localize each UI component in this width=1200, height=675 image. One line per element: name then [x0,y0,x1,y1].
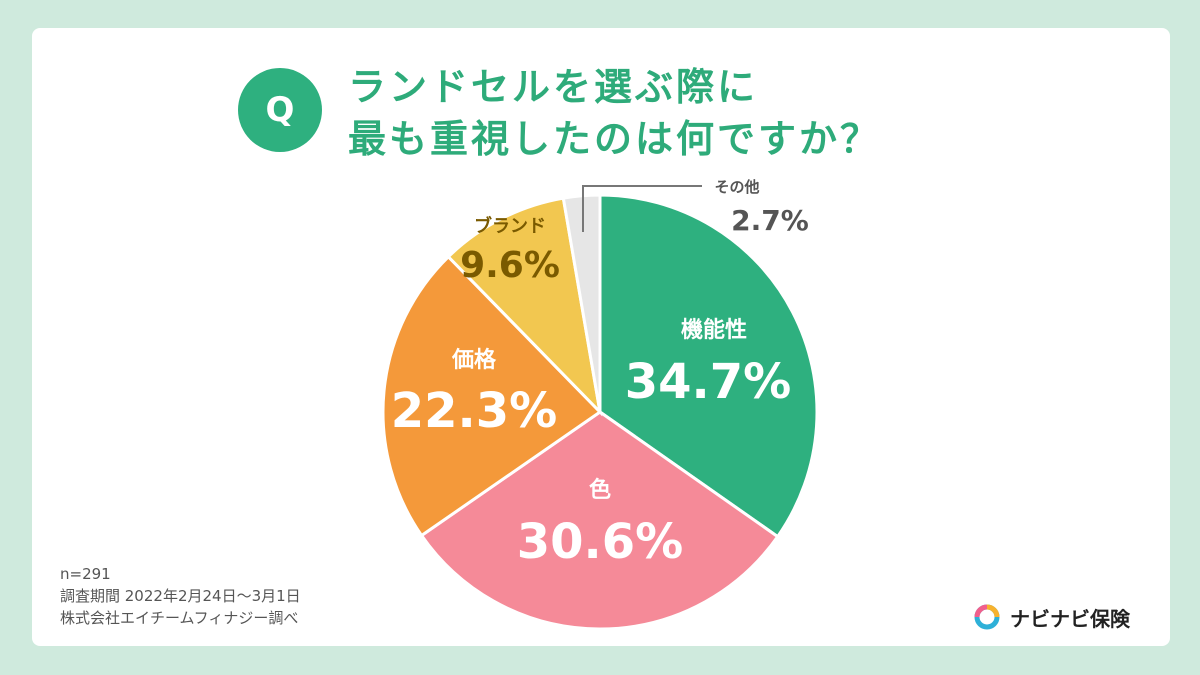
slice-label-price: 価格 [451,347,497,373]
slice-label-brand: ブランド [474,215,546,237]
survey-source: 株式会社エイチームフィナジー調べ [60,609,299,627]
question-badge: Q [238,68,322,152]
pie-slice-color [419,410,780,631]
slice-label-other: その他 [714,178,759,196]
pie-slice-other [561,193,602,413]
brand-name: ナビナビ保険 [1010,606,1130,631]
navinavi-logo-icon [974,604,1000,630]
other-leader-line [582,185,702,232]
pie-slice-brand [446,196,603,417]
slice-label-function: 機能性 [681,317,747,343]
slice-value-brand: 9.6% [460,245,560,286]
slice-value-function: 34.7% [625,354,792,410]
pie-slice-price [381,254,603,538]
question-title-line-2: 最も重視したのは何ですか？ [348,117,882,161]
survey-period: 調査期間 2022年2月24日～3月1日 [60,587,301,605]
slice-value-price: 22.3% [391,383,558,439]
question-title-line-1: ランドセルを選ぶ際に [348,65,759,109]
footnote: n=291 調査期間 2022年2月24日～3月1日 株式会社エイチームフィナジ… [60,563,301,629]
pie-slice-function [598,193,819,539]
brand-logo: ナビナビ保険 [972,600,1130,634]
slice-label-color: 色 [589,477,611,503]
slice-value-color: 30.6% [517,514,684,570]
slice-value-other: 2.7% [731,204,809,237]
sample-size: n=291 [60,565,111,583]
